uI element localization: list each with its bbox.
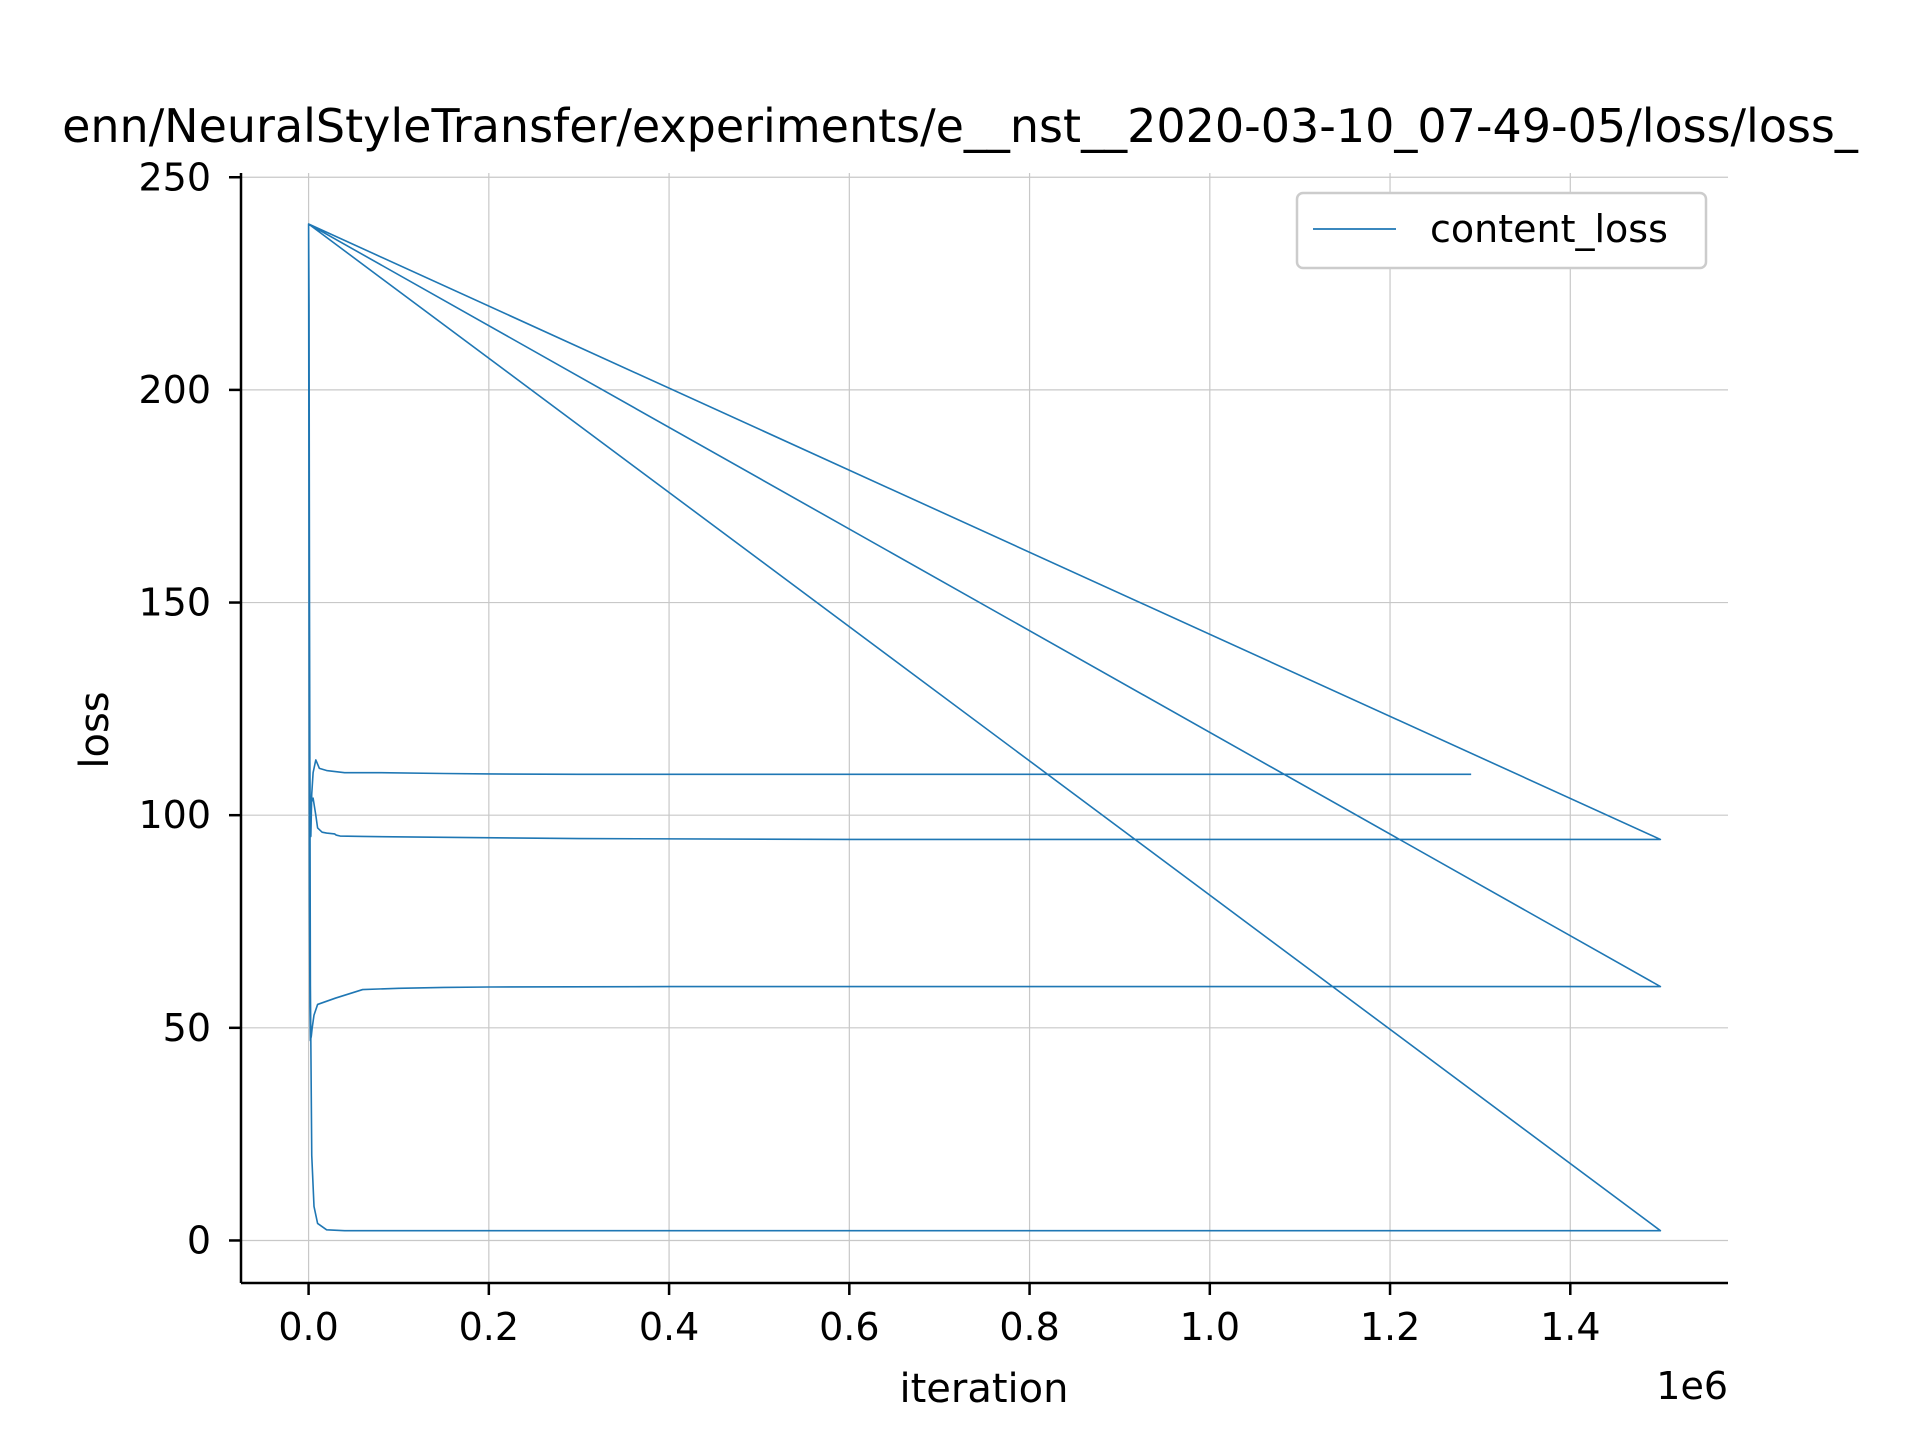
legend-box — [1295, 191, 1708, 270]
x-tick-label: 1.2 — [1360, 1305, 1420, 1349]
y-tick-label: 50 — [163, 1006, 211, 1050]
legend-label-content-loss: content_loss — [1430, 207, 1668, 251]
tick-layer: 0.0 0.2 0.4 0.6 0.8 1.0 1.2 1.4 0 50 100 150 200 250 — [138, 155, 1600, 1349]
x-tick-label: 1.4 — [1540, 1305, 1600, 1349]
y-tick-label: 0 — [187, 1218, 211, 1262]
series-layer — [307, 223, 1662, 1232]
legend: content_loss — [1295, 191, 1708, 270]
x-tick-label: 0.2 — [459, 1305, 519, 1349]
x-tick-label: 1.0 — [1180, 1305, 1240, 1349]
x-tick-label: 0.0 — [278, 1305, 338, 1349]
chart-title: enn/NeuralStyleTransfer/experiments/e__n… — [62, 99, 1859, 153]
y-tick-label: 200 — [138, 368, 211, 412]
grid-layer — [241, 173, 1728, 1283]
y-tick-label: 250 — [138, 155, 211, 199]
x-offset-label: 1e6 — [1656, 1364, 1728, 1408]
x-tick-label: 0.8 — [999, 1305, 1059, 1349]
series-line-content-loss — [307, 223, 1662, 1232]
y-tick-label: 100 — [138, 793, 211, 837]
y-axis-label: loss — [72, 691, 118, 768]
x-tick-label: 0.6 — [819, 1305, 879, 1349]
y-tick-label: 150 — [138, 581, 211, 625]
x-axis-label: iteration — [900, 1366, 1069, 1412]
x-tick-label: 0.4 — [639, 1305, 699, 1349]
